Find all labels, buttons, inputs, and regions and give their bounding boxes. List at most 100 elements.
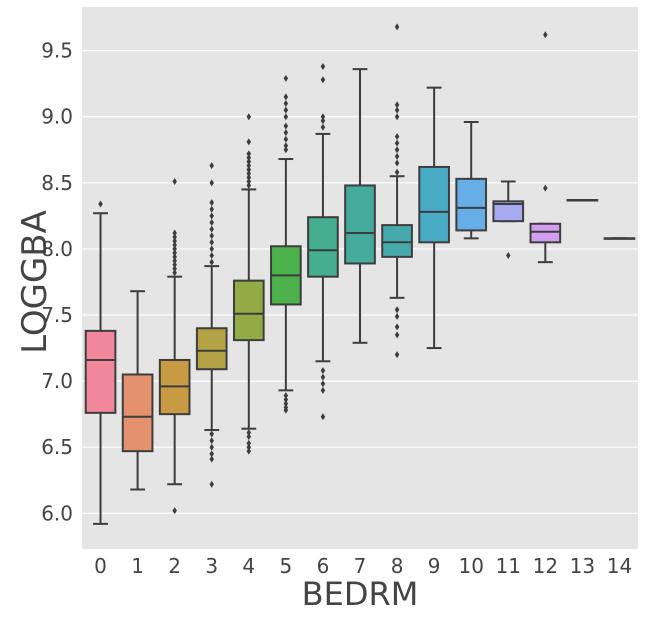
outlier-point: [246, 113, 252, 121]
x-axis-label: BEDRM: [302, 575, 419, 613]
box-2: [158, 177, 191, 515]
outlier-point: [209, 238, 214, 246]
outlier-point: [283, 129, 289, 137]
outlier-point: [320, 113, 326, 121]
outlier-point: [394, 306, 400, 314]
outlier-point: [543, 184, 548, 192]
outlier-point: [283, 142, 289, 150]
y-tick-label: 9.5: [41, 39, 73, 63]
x-tick-label: 1: [131, 554, 144, 578]
outlier-point: [209, 455, 214, 463]
x-tick-label: 12: [533, 554, 558, 578]
outlier-point: [172, 261, 177, 269]
y-tick-label: 8.0: [41, 237, 73, 261]
y-tick-labels: 6.0 6.5 7.0 7.5 8.0 8.5 9.0 9.5: [41, 39, 73, 526]
x-tick-label: 5: [279, 554, 292, 578]
outlier-point: [320, 380, 326, 388]
x-tick-label: 10: [458, 554, 483, 578]
outlier-point: [172, 269, 177, 277]
box-iqr: [381, 224, 413, 258]
outlier-point: [172, 241, 177, 249]
y-tick-label: 7.5: [41, 303, 73, 327]
outlier-point: [394, 168, 400, 176]
outlier-point: [394, 139, 400, 147]
outlier-point: [209, 218, 214, 226]
outlier-point: [209, 232, 214, 240]
box-iqr: [121, 373, 154, 453]
x-tick-labels: 0 1 2 3 4 5 6 7 8 9 10 11 12 13 14: [94, 554, 632, 578]
outlier-point: [320, 62, 326, 70]
outlier-point: [543, 31, 548, 39]
outlier-point: [394, 331, 400, 339]
outlier-point: [283, 93, 289, 101]
outlier-point: [394, 146, 400, 154]
outlier-point: [506, 252, 511, 260]
x-tick-label: 11: [496, 554, 521, 578]
outlier-point: [246, 439, 252, 447]
outlier-point: [283, 146, 289, 154]
y-tick-label: 6.5: [41, 435, 73, 459]
outlier-point: [172, 177, 177, 185]
outlier-point: [209, 225, 214, 233]
x-tick-label: 0: [94, 554, 107, 578]
box-10: [455, 121, 488, 240]
outlier-point: [209, 430, 214, 438]
y-tick-label: 7.0: [41, 369, 73, 393]
outlier-point: [246, 447, 252, 455]
outlier-point: [283, 106, 289, 114]
outlier-point: [283, 404, 289, 412]
box-12: [529, 31, 562, 264]
outlier-point: [320, 373, 326, 381]
outlier-point: [172, 265, 177, 273]
outlier-point: [246, 174, 252, 182]
box-series: [84, 23, 636, 525]
outlier-point: [246, 443, 252, 451]
box-13: [566, 199, 599, 202]
outlier-point: [394, 113, 400, 121]
outlier-point: [172, 237, 177, 245]
box-iqr: [492, 200, 525, 223]
y-tick-label: 8.5: [41, 171, 73, 195]
box-iqr: [307, 216, 339, 278]
x-tick-label: 7: [354, 554, 367, 578]
outlier-point: [209, 450, 214, 458]
outlier-point: [320, 367, 326, 375]
box-5: [270, 74, 302, 414]
box-9: [418, 86, 450, 350]
outlier-point: [246, 170, 252, 178]
outlier-point: [209, 480, 214, 488]
outlier-point: [283, 400, 289, 408]
x-tick-label: 3: [205, 554, 218, 578]
outlier-point: [283, 135, 289, 143]
box-4: [232, 113, 265, 455]
box-1: [121, 290, 154, 491]
outlier-point: [209, 443, 214, 451]
outlier-point: [172, 507, 177, 515]
y-tick-label: 9.0: [41, 105, 73, 129]
outlier-point: [394, 152, 400, 160]
outlier-point: [246, 154, 252, 162]
box-14: [603, 237, 636, 240]
outlier-point: [394, 133, 400, 141]
box-iqr: [84, 329, 117, 414]
x-tick-label: 8: [391, 554, 404, 578]
y-tick-label: 6.0: [41, 501, 73, 525]
outlier-point: [394, 351, 400, 359]
x-tick-label: 2: [168, 554, 181, 578]
x-tick-label: 9: [428, 554, 441, 578]
outlier-point: [209, 199, 214, 207]
x-tick-label: 14: [607, 554, 632, 578]
outlier-point: [320, 413, 326, 421]
box-iqr: [529, 222, 562, 244]
outlier-point: [394, 106, 400, 114]
outlier-point: [209, 162, 214, 170]
outlier-point: [209, 212, 214, 220]
outlier-point: [320, 386, 326, 394]
box-11: [492, 180, 525, 260]
x-tick-label: 13: [570, 554, 595, 578]
outlier-point: [246, 177, 252, 185]
outlier-point: [246, 150, 252, 158]
outlier-point: [394, 23, 400, 31]
outlier-point: [246, 158, 252, 166]
